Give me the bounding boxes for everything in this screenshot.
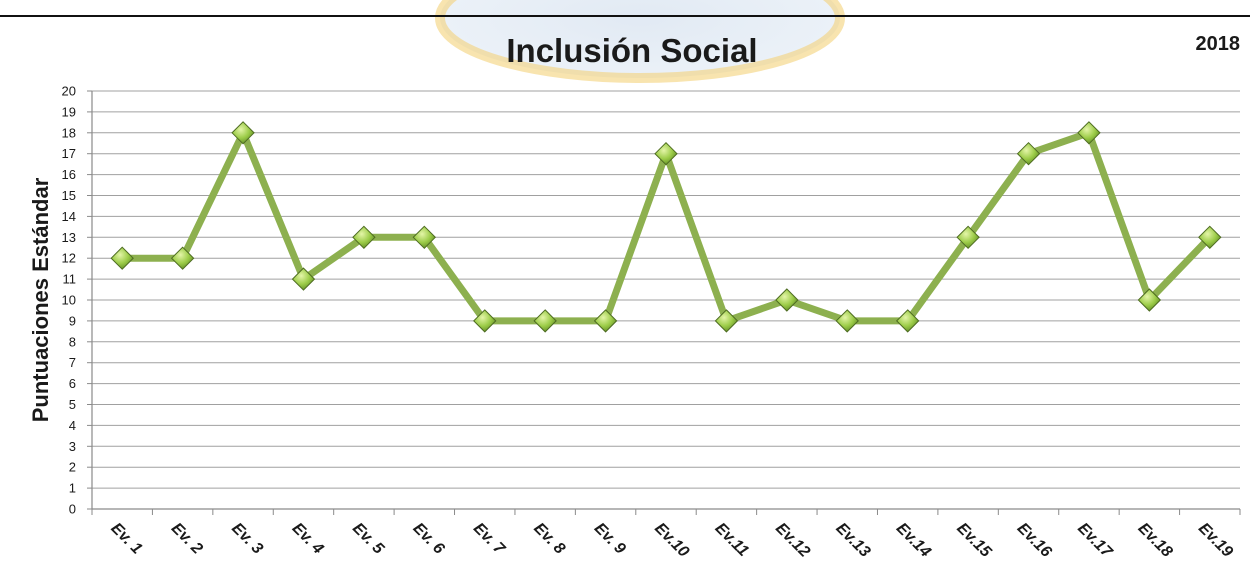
y-tick-label: 17 xyxy=(62,146,76,161)
y-tick-label: 7 xyxy=(69,355,76,370)
x-tick-label: Ev.16 xyxy=(1014,520,1055,561)
y-tick-label: 0 xyxy=(69,502,76,517)
y-tick-label: 11 xyxy=(63,272,77,287)
y-tick-label: 5 xyxy=(69,397,76,412)
data-point xyxy=(1016,141,1041,166)
y-tick-label: 12 xyxy=(62,251,76,266)
y-tick-label: 3 xyxy=(69,439,76,454)
x-tick-label: Ev. 3 xyxy=(228,520,266,558)
data-point xyxy=(956,225,980,250)
x-tick-label: Ev.12 xyxy=(772,520,813,561)
x-tick-label: Ev.13 xyxy=(832,520,873,561)
x-tick-label: Ev.14 xyxy=(893,520,934,561)
data-point xyxy=(714,309,739,333)
data-point xyxy=(231,121,255,145)
data-point xyxy=(110,246,134,270)
x-tick-label: Ev.11 xyxy=(712,520,752,560)
data-point xyxy=(352,225,376,250)
y-tick-label: 16 xyxy=(62,167,76,182)
y-tick-label: 13 xyxy=(62,230,76,245)
x-tick-label: Ev. 9 xyxy=(591,520,629,558)
y-tick-label: 18 xyxy=(62,125,76,140)
axes xyxy=(91,91,1240,510)
data-point xyxy=(1137,288,1162,312)
x-tick-label: Ev.18 xyxy=(1135,520,1176,561)
data-point xyxy=(835,309,859,333)
x-tick-label: Ev.10 xyxy=(651,520,692,561)
x-tick-label: Ev. 1 xyxy=(107,520,145,558)
year-label: 2018 xyxy=(1196,33,1241,55)
data-point xyxy=(412,225,437,250)
y-tick-label: 10 xyxy=(62,293,76,308)
x-tick-label: Ev. 5 xyxy=(349,520,388,559)
data-point xyxy=(291,267,316,291)
y-tick-label: 4 xyxy=(69,418,76,433)
data-point xyxy=(895,309,920,333)
y-tick-label: 9 xyxy=(69,313,76,328)
y-axis-label: Puntuaciones Estándar xyxy=(28,177,53,422)
data-point xyxy=(654,141,678,166)
y-tick-label: 2 xyxy=(69,460,76,475)
watermark-seal xyxy=(435,0,845,83)
x-tick-label: Ev. 8 xyxy=(530,520,568,558)
data-point xyxy=(1077,121,1101,145)
y-tick-label: 1 xyxy=(69,481,76,496)
chart-title: Inclusión Social xyxy=(506,32,757,69)
y-tick-label: 19 xyxy=(62,104,76,119)
data-point xyxy=(593,309,618,333)
x-tick-label: Ev. 2 xyxy=(168,520,206,558)
y-tick-label: 6 xyxy=(69,376,76,391)
y-tick-label: 8 xyxy=(69,334,76,349)
data-point xyxy=(170,246,195,270)
x-tick-label: Ev. 7 xyxy=(470,520,509,559)
y-tick-label: 14 xyxy=(62,209,76,224)
data-point xyxy=(775,288,799,312)
x-tick-label: Ev.15 xyxy=(953,520,995,562)
x-tick-labels: Ev. 1 Ev. 2 Ev. 3 Ev. 4 Ev. 5 Ev. 6 Ev. 7 Ev. 8… xyxy=(91,509,1241,562)
y-tick-label: 15 xyxy=(62,188,76,203)
data-point xyxy=(1198,225,1222,250)
x-tick-label: Ev. 4 xyxy=(289,520,327,558)
x-tick-label: Ev. 6 xyxy=(409,520,447,558)
x-tick-label: Ev.17 xyxy=(1074,520,1116,562)
data-point xyxy=(473,309,497,333)
gridlines xyxy=(92,90,1240,489)
data-points xyxy=(110,121,1222,333)
y-tick-label: 20 xyxy=(62,84,76,99)
data-point xyxy=(533,309,557,333)
x-tick-label: Ev.19 xyxy=(1195,520,1236,561)
